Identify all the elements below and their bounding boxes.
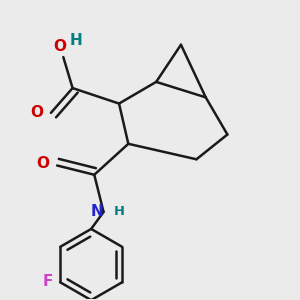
- Text: F: F: [42, 274, 52, 289]
- Text: H: H: [113, 206, 124, 218]
- Text: N: N: [91, 204, 104, 219]
- Text: O: O: [54, 39, 67, 54]
- Text: H: H: [69, 33, 82, 48]
- Text: O: O: [36, 156, 49, 171]
- Text: O: O: [31, 105, 44, 120]
